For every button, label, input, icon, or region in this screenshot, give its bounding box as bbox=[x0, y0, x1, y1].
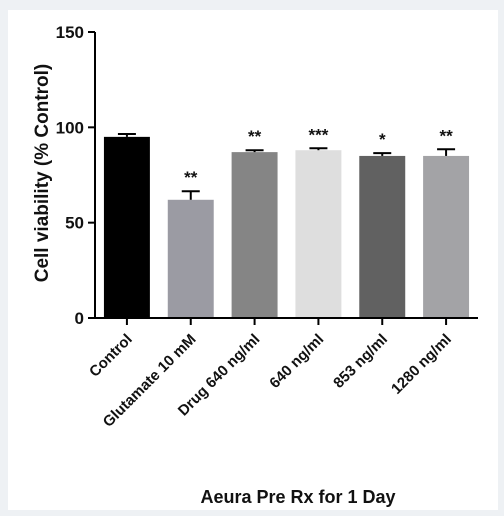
bar bbox=[231, 152, 278, 318]
chart-figure: 0 50 100 150 ** ** *** * ** Control Glutamate 10… bbox=[8, 10, 498, 510]
bar bbox=[295, 150, 342, 318]
y-axis-label: Cell viability (% Control) bbox=[32, 64, 53, 283]
significance-label: ** bbox=[248, 127, 262, 146]
y-tick-label: 150 bbox=[56, 23, 84, 42]
y-tick-label: 50 bbox=[65, 214, 84, 233]
x-tick-label: 1280 ng/ml bbox=[388, 331, 455, 398]
significance-label: *** bbox=[308, 125, 328, 144]
x-tick-label: 853 ng/ml bbox=[330, 331, 391, 392]
y-axis: 0 50 100 150 bbox=[56, 23, 96, 328]
bar bbox=[423, 155, 470, 318]
x-axis-label: Aeura Pre Rx for 1 Day bbox=[200, 487, 395, 507]
significance-label: * bbox=[379, 130, 386, 149]
significance-label: ** bbox=[439, 126, 453, 145]
bar bbox=[167, 199, 214, 318]
bars: **** *** * ** bbox=[103, 125, 470, 318]
x-tick-label: Control bbox=[86, 331, 136, 381]
y-tick-label: 0 bbox=[75, 309, 84, 328]
y-tick-label: 100 bbox=[56, 118, 84, 137]
significance-label: ** bbox=[184, 168, 198, 187]
bar bbox=[103, 136, 150, 318]
bar bbox=[359, 155, 406, 318]
x-tick-label: 640 ng/ml bbox=[266, 331, 327, 392]
